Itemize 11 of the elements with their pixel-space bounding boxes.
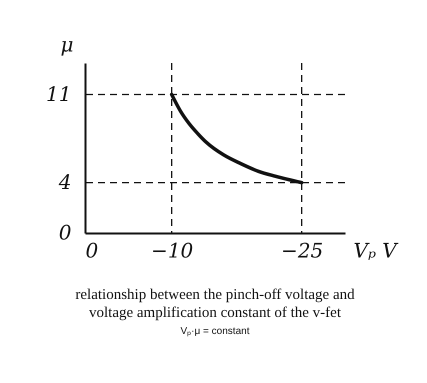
x-tick-label: 0 [86, 238, 98, 262]
text: Vₚ·μ = constant [180, 326, 250, 337]
text: relationship between the pinch-off voltage and [75, 287, 356, 303]
text: voltage amplification constant of the v-fet [89, 305, 342, 321]
x-axis-title: Vₚ V [354, 238, 400, 262]
y-tick-label: 0 [58, 220, 72, 244]
x-tick-label: −25 [281, 238, 324, 262]
y-tick-label: 11 [46, 82, 72, 106]
y-axis-title: μ [60, 32, 74, 56]
x-tick-label: −10 [151, 238, 194, 262]
y-tick-label: 4 [58, 170, 72, 194]
